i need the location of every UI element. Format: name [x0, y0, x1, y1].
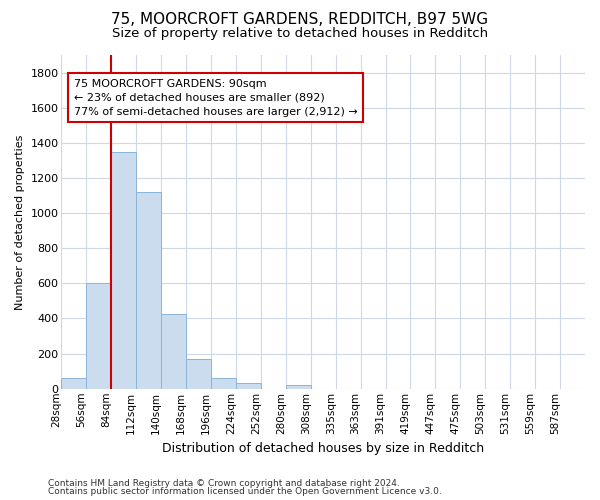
Bar: [136, 192, 161, 389]
Text: Size of property relative to detached houses in Redditch: Size of property relative to detached ho…: [112, 28, 488, 40]
Text: 75 MOORCROFT GARDENS: 90sqm
← 23% of detached houses are smaller (892)
77% of se: 75 MOORCROFT GARDENS: 90sqm ← 23% of det…: [74, 78, 358, 116]
Y-axis label: Number of detached properties: Number of detached properties: [15, 134, 25, 310]
Bar: [211, 378, 236, 389]
Bar: [61, 378, 86, 389]
Bar: [161, 314, 186, 389]
Text: Contains public sector information licensed under the Open Government Licence v3: Contains public sector information licen…: [48, 487, 442, 496]
Bar: [112, 152, 136, 389]
Bar: [286, 386, 311, 389]
Bar: [236, 382, 261, 389]
Text: 75, MOORCROFT GARDENS, REDDITCH, B97 5WG: 75, MOORCROFT GARDENS, REDDITCH, B97 5WG: [112, 12, 488, 28]
Text: Contains HM Land Registry data © Crown copyright and database right 2024.: Contains HM Land Registry data © Crown c…: [48, 478, 400, 488]
Bar: [86, 284, 112, 389]
Bar: [186, 359, 211, 389]
X-axis label: Distribution of detached houses by size in Redditch: Distribution of detached houses by size …: [162, 442, 484, 455]
